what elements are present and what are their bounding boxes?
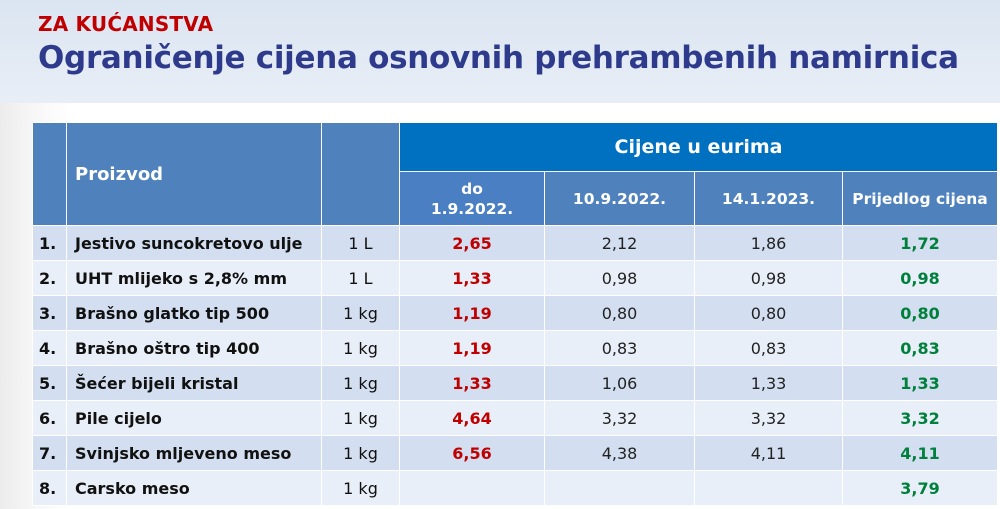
table-row: 5. Šećer bijeli kristal 1 kg 1,33 1,06 1… bbox=[32, 365, 999, 401]
row-price-proposed: 3,79 bbox=[841, 470, 999, 506]
row-price-sep22: 1,06 bbox=[544, 365, 695, 401]
row-product: Carsko meso bbox=[66, 470, 322, 506]
row-price-proposed: 0,83 bbox=[841, 330, 999, 366]
table-row: 6. Pile cijelo 1 kg 4,64 3,32 3,32 3,32 bbox=[32, 400, 999, 436]
row-unit: 1 kg bbox=[321, 470, 400, 506]
row-number: 6. bbox=[32, 400, 67, 436]
row-unit: 1 kg bbox=[321, 435, 400, 471]
row-unit: 1 L bbox=[321, 260, 400, 296]
row-price-proposed: 1,33 bbox=[841, 365, 999, 401]
row-product: Jestivo suncokretovo ulje bbox=[66, 225, 322, 261]
row-price-jan23: 4,11 bbox=[694, 435, 843, 471]
row-price-old: 1,19 bbox=[399, 330, 545, 366]
row-price-jan23: 0,98 bbox=[694, 260, 843, 296]
row-price-sep22: 0,98 bbox=[544, 260, 695, 296]
row-price-old: 2,65 bbox=[399, 225, 545, 261]
row-price-proposed: 0,98 bbox=[841, 260, 999, 296]
row-number: 3. bbox=[32, 295, 67, 331]
row-price-jan23: 0,83 bbox=[694, 330, 843, 366]
row-number: 7. bbox=[32, 435, 67, 471]
row-unit: 1 kg bbox=[321, 295, 400, 331]
row-unit: 1 kg bbox=[321, 330, 400, 366]
header-price-old-line1: do bbox=[461, 179, 483, 198]
row-price-jan23: 0,80 bbox=[694, 295, 843, 331]
row-product: Pile cijelo bbox=[66, 400, 322, 436]
table-row: 1. Jestivo suncokretovo ulje 1 L 2,65 2,… bbox=[32, 225, 999, 261]
table-row: 4. Brašno oštro tip 400 1 kg 1,19 0,83 0… bbox=[32, 330, 999, 366]
row-number: 4. bbox=[32, 330, 67, 366]
row-price-old: 1,19 bbox=[399, 295, 545, 331]
row-price-sep22: 4,38 bbox=[544, 435, 695, 471]
row-unit: 1 kg bbox=[321, 400, 400, 436]
row-number: 1. bbox=[32, 225, 67, 261]
row-price-proposed: 0,80 bbox=[841, 295, 999, 331]
header-price-old-line2: 1.9.2022. bbox=[430, 199, 514, 218]
row-price-sep22: 2,12 bbox=[544, 225, 695, 261]
row-product: Šećer bijeli kristal bbox=[66, 365, 322, 401]
row-price-old: 6,56 bbox=[399, 435, 545, 471]
table-row: 7. Svinjsko mljeveno meso 1 kg 6,56 4,38… bbox=[32, 435, 999, 471]
row-number: 8. bbox=[32, 470, 67, 506]
table-row: 8. Carsko meso 1 kg 3,79 bbox=[32, 470, 999, 506]
header-price-sep22: 10.9.2022. bbox=[544, 171, 695, 226]
header-num-cell bbox=[32, 122, 67, 226]
row-price-old bbox=[399, 470, 545, 506]
header-price-jan23: 14.1.2023. bbox=[694, 171, 843, 226]
row-price-sep22 bbox=[544, 470, 695, 506]
row-product: UHT mlijeko s 2,8% mm bbox=[66, 260, 322, 296]
header-product: Proizvod bbox=[66, 122, 322, 226]
row-price-sep22: 0,80 bbox=[544, 295, 695, 331]
header-unit-cell bbox=[321, 122, 400, 226]
row-price-jan23: 1,86 bbox=[694, 225, 843, 261]
row-price-old: 1,33 bbox=[399, 260, 545, 296]
row-product: Brašno oštro tip 400 bbox=[66, 330, 322, 366]
row-product: Brašno glatko tip 500 bbox=[66, 295, 322, 331]
row-price-jan23: 3,32 bbox=[694, 400, 843, 436]
row-price-sep22: 0,83 bbox=[544, 330, 695, 366]
row-product: Svinjsko mljeveno meso bbox=[66, 435, 322, 471]
row-price-jan23 bbox=[694, 470, 843, 506]
row-price-proposed: 1,72 bbox=[841, 225, 999, 261]
table-row: 2. UHT mlijeko s 2,8% mm 1 L 1,33 0,98 0… bbox=[32, 260, 999, 296]
header-price-group: Cijene u eurima bbox=[398, 122, 999, 172]
row-price-sep22: 3,32 bbox=[544, 400, 695, 436]
row-number: 2. bbox=[32, 260, 67, 296]
price-table: Proizvod Cijene u eurima do 1.9.2022. 10… bbox=[32, 122, 999, 506]
slide-header: ZA KUĆANSTVA Ograničenje cijena osnovnih… bbox=[0, 0, 1000, 103]
row-price-jan23: 1,33 bbox=[694, 365, 843, 401]
slide-kicker: ZA KUĆANSTVA bbox=[38, 12, 214, 36]
row-number: 5. bbox=[32, 365, 67, 401]
header-price-proposed: Prijedlog cijena bbox=[841, 171, 999, 226]
row-price-old: 1,33 bbox=[399, 365, 545, 401]
row-price-proposed: 3,32 bbox=[841, 400, 999, 436]
row-unit: 1 kg bbox=[321, 365, 400, 401]
row-price-old: 4,64 bbox=[399, 400, 545, 436]
row-price-proposed: 4,11 bbox=[841, 435, 999, 471]
header-price-old: do 1.9.2022. bbox=[399, 171, 545, 226]
slide-title: Ograničenje cijena osnovnih prehrambenih… bbox=[38, 40, 959, 76]
row-unit: 1 L bbox=[321, 225, 400, 261]
table-row: 3. Brašno glatko tip 500 1 kg 1,19 0,80 … bbox=[32, 295, 999, 331]
